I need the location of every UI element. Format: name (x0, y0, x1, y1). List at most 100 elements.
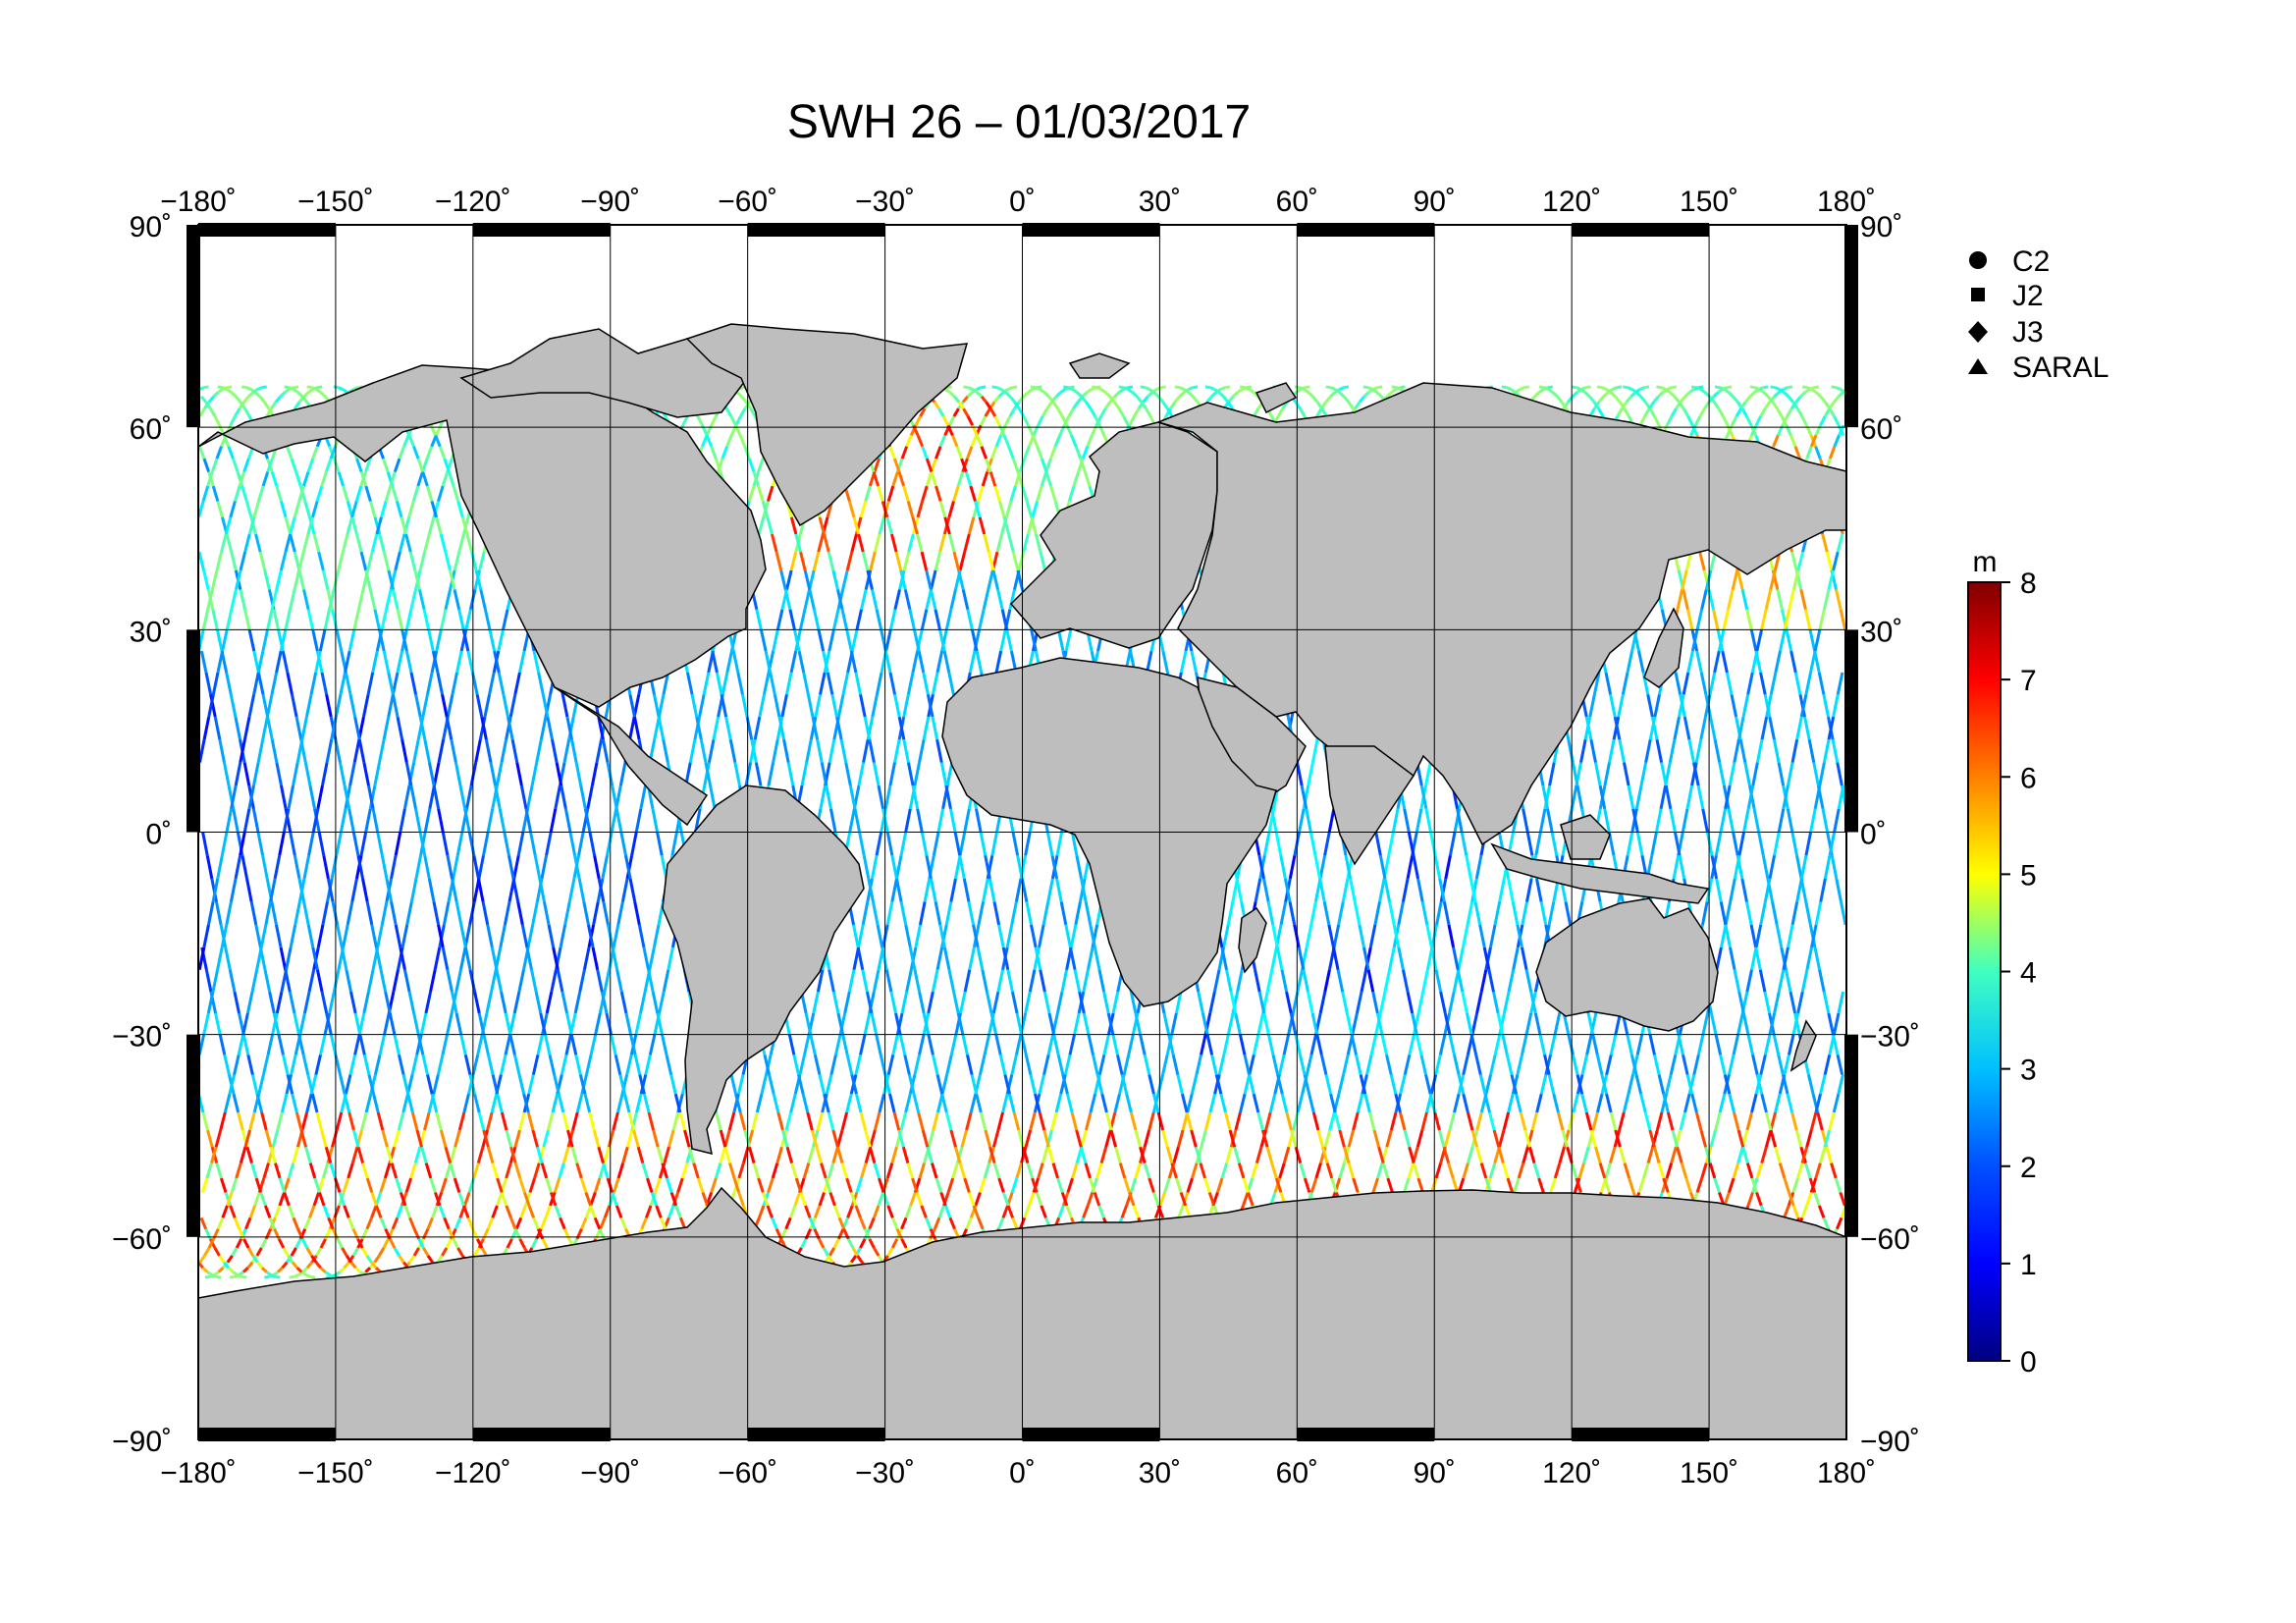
track-segment (421, 1054, 429, 1075)
track-segment (967, 901, 976, 926)
track-segment (1352, 1111, 1360, 1131)
track-segment (627, 1111, 636, 1131)
track-segment (1310, 1012, 1319, 1035)
track-segment (399, 1191, 407, 1207)
track-segment (625, 1129, 634, 1148)
track-segment (1067, 386, 1074, 391)
track-segment (810, 1129, 819, 1148)
track-segment (1402, 1177, 1411, 1193)
track-segment (376, 1111, 385, 1131)
track-segment (416, 458, 425, 473)
track-segment (500, 738, 508, 763)
track-segment (1421, 969, 1429, 993)
track-segment (213, 1271, 220, 1276)
track-segment (866, 569, 874, 590)
track-segment (583, 808, 592, 833)
track-segment (970, 434, 979, 448)
track-segment (382, 650, 391, 674)
track-segment (1097, 1054, 1106, 1075)
track-segment (445, 1238, 453, 1249)
track-segment (1252, 407, 1260, 417)
track-segment (407, 501, 415, 518)
track-segment (894, 551, 903, 571)
track-segment (1040, 458, 1048, 473)
track-segment (1179, 650, 1188, 674)
track-segment (939, 762, 948, 786)
track-segment (491, 1163, 500, 1179)
track-segment (1479, 969, 1488, 993)
track-segment (557, 1093, 565, 1113)
track-segment (862, 738, 870, 763)
track-segment (948, 808, 957, 833)
track-segment (201, 1111, 209, 1131)
track-segment (292, 1217, 299, 1230)
track-segment (226, 388, 233, 394)
track-segment (270, 471, 279, 487)
track-segment (925, 569, 933, 590)
track-segment (1683, 391, 1691, 398)
track-segment (1148, 1111, 1155, 1131)
track-segment (860, 1163, 868, 1179)
track-segment (388, 1238, 397, 1249)
track-segment (937, 407, 945, 417)
track-segment (270, 1273, 277, 1278)
track-segment (1807, 1074, 1815, 1095)
track-segment (1108, 395, 1116, 404)
track-segment (982, 589, 990, 611)
track-segment (582, 901, 590, 926)
track-segment (536, 1146, 544, 1163)
track-segment (308, 1163, 317, 1179)
track-segment (205, 854, 214, 880)
track-segment (1086, 947, 1095, 970)
track-segment (976, 947, 985, 970)
track-segment (949, 1129, 957, 1148)
track-segment (904, 1205, 913, 1218)
track-segment (1602, 391, 1610, 398)
track-segment (318, 1191, 326, 1207)
track-segment (1435, 901, 1443, 926)
track-segment (1533, 391, 1540, 398)
track-segment (507, 716, 514, 740)
track-segment (406, 1093, 414, 1113)
track-segment (1777, 1054, 1785, 1075)
track-segment (625, 854, 634, 880)
track-segment (648, 1034, 657, 1055)
track-segment (486, 1111, 494, 1131)
track-segment (596, 969, 604, 993)
track-segment (1793, 672, 1802, 695)
track-segment (823, 533, 830, 553)
track-segment (350, 1146, 359, 1163)
track-segment (520, 924, 529, 948)
track-segment (1825, 551, 1834, 571)
track-segment (678, 1111, 686, 1131)
track-segment (1083, 471, 1092, 487)
track-segment (951, 1163, 959, 1179)
track-segment (873, 1111, 881, 1131)
track-segment (769, 672, 776, 695)
track-segment (1127, 1034, 1135, 1055)
track-segment (490, 969, 498, 993)
track-segment (1709, 716, 1717, 740)
track-segment (1699, 672, 1708, 695)
track-segment (1787, 395, 1794, 404)
track-segment (342, 388, 348, 394)
track-segment (987, 569, 994, 590)
track-segment (618, 1074, 626, 1095)
track-segment (283, 1191, 291, 1207)
track-segment (975, 1093, 983, 1113)
track-segment (390, 1163, 399, 1179)
track-segment (1314, 1163, 1322, 1179)
track-segment (883, 784, 892, 810)
track-segment (1355, 1054, 1362, 1075)
track-segment (373, 762, 381, 786)
track-segment (788, 1205, 797, 1218)
track-segment (757, 1205, 766, 1218)
track-segment (794, 533, 803, 553)
track-segment (414, 694, 422, 718)
track-segment (199, 1217, 208, 1230)
track-segment (260, 1111, 268, 1131)
track-segment (350, 878, 358, 902)
track-segment (217, 385, 223, 390)
track-segment (658, 991, 666, 1014)
track-segment (1102, 991, 1110, 1014)
